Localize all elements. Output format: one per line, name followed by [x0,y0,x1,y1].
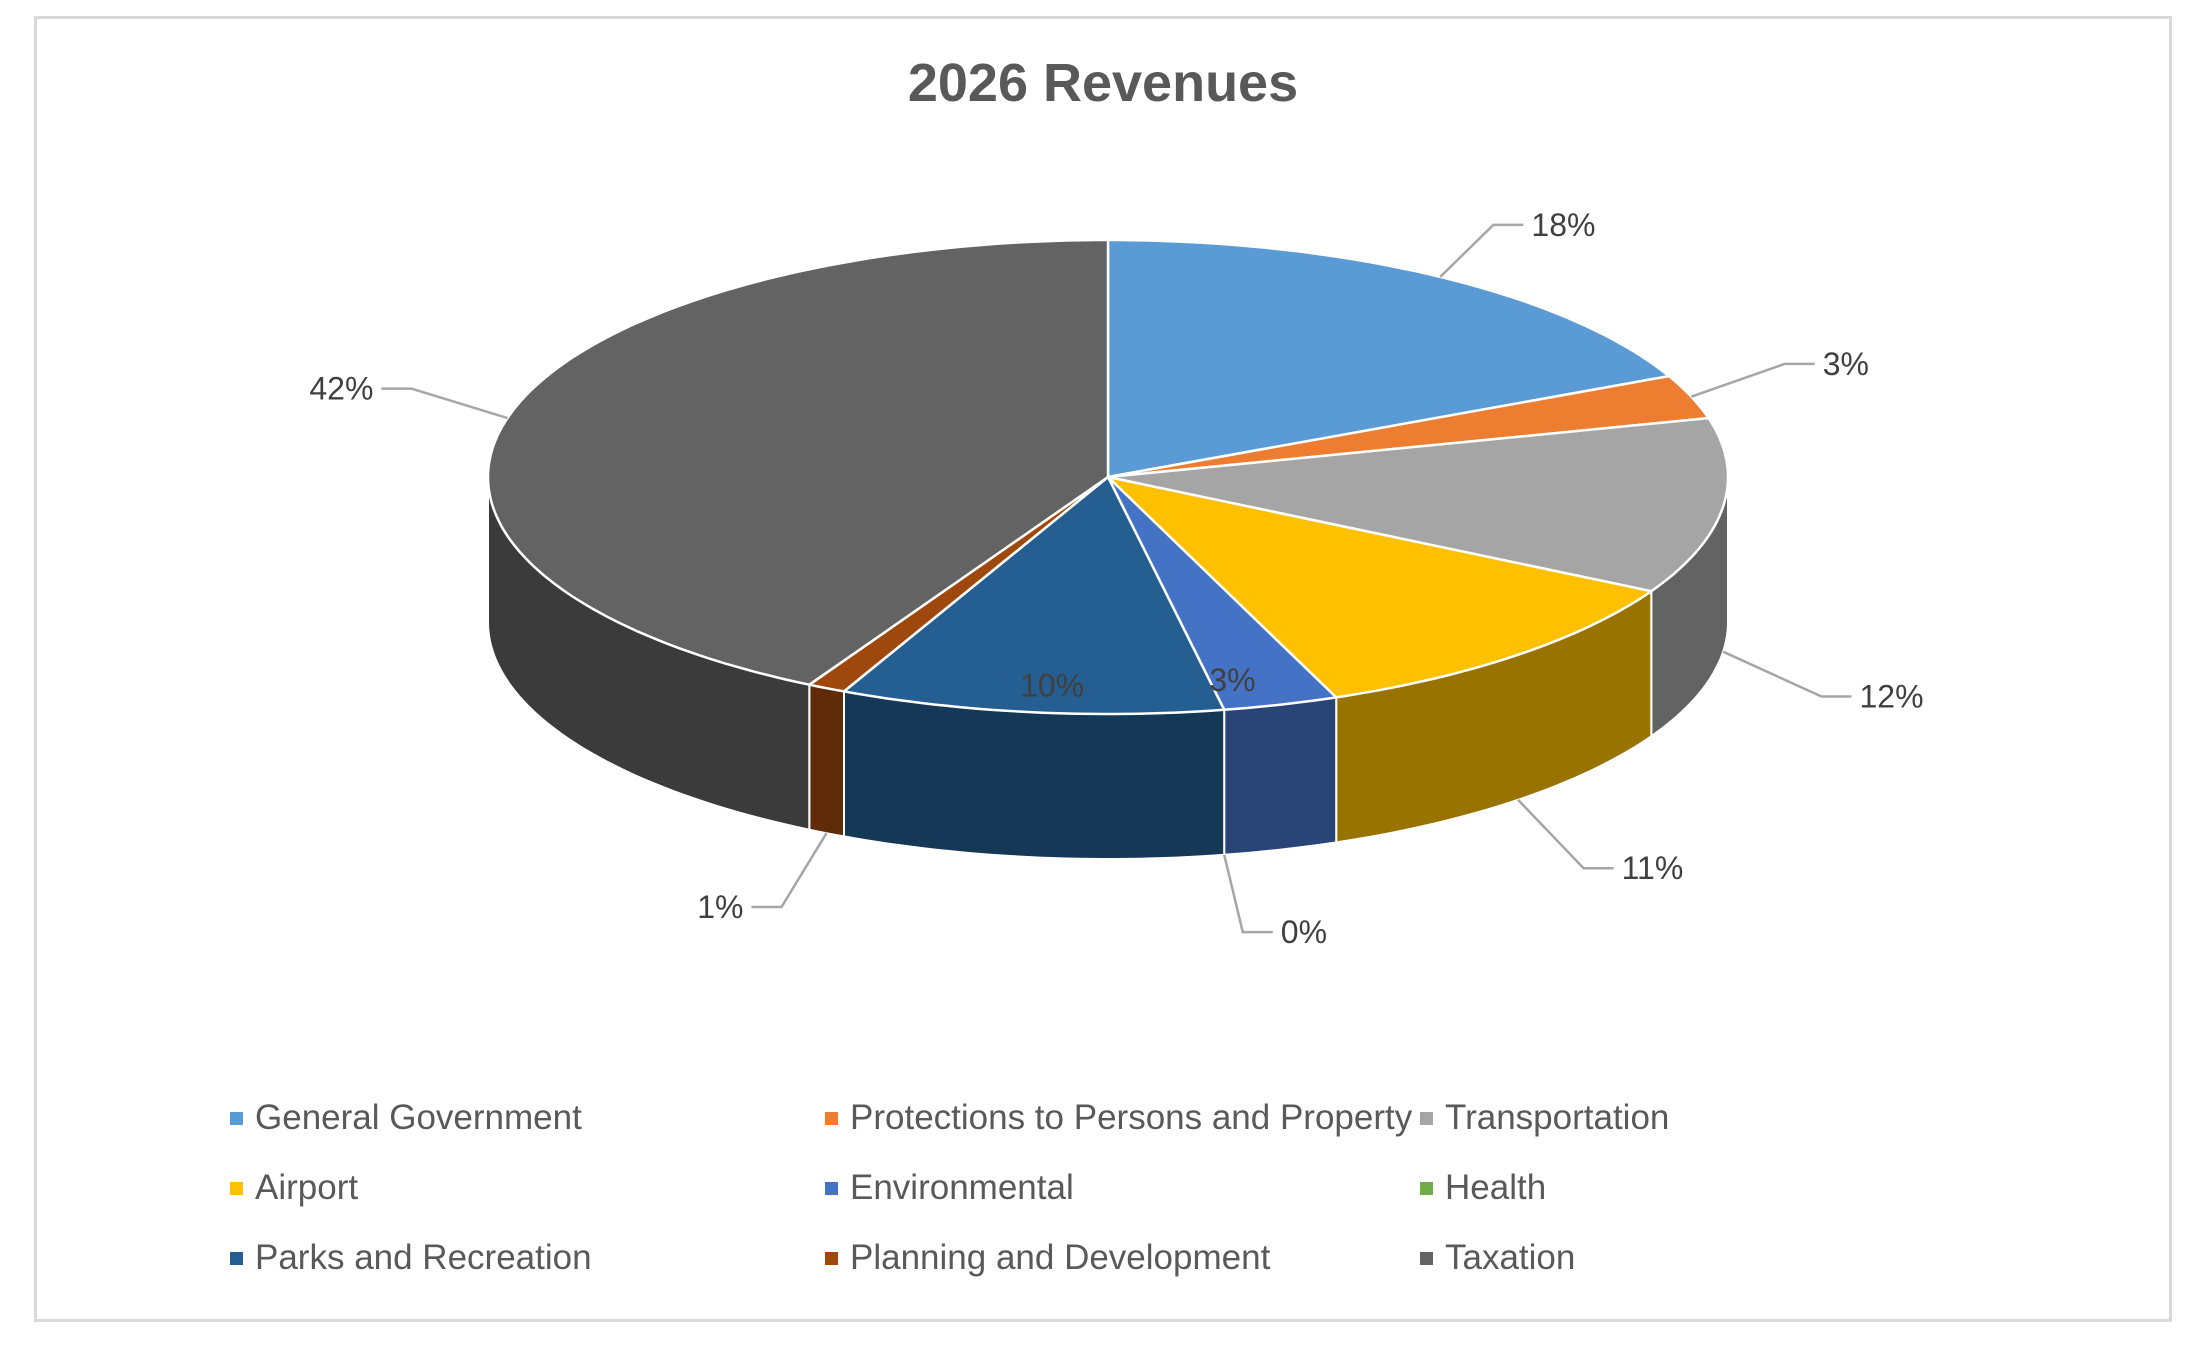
legend-item-planning-and-development: Planning and Development [825,1238,1270,1278]
legend-label: Parks and Recreation [255,1238,592,1277]
legend-label: Environmental [850,1168,1074,1207]
legend-swatch [825,1181,838,1195]
leader-line [1222,854,1273,934]
legend-swatch [1420,1251,1433,1265]
legend-label: Transportation [1445,1098,1670,1137]
data-label-text: 1% [697,889,743,925]
legend-swatch [1420,1111,1433,1125]
pie-side-parks-and-recreation [843,690,1226,860]
legend-swatch [825,1111,838,1125]
pie-top [486,238,1730,716]
data-label-text: 10% [1020,667,1084,703]
leader-line [1722,650,1852,698]
pie-side-environmental [1223,696,1338,856]
leader-line [751,832,828,909]
pie-slice-transportation [1106,416,1730,593]
data-label-text: 11% [1622,850,1684,886]
legend-item-transportation: Transportation [1420,1098,1669,1138]
leader-line [381,387,508,420]
legend-item-health: Health [1420,1168,1546,1208]
legend-item-environmental: Environmental [825,1168,1074,1208]
pie-sides [487,476,1729,860]
data-label-text: 12% [1860,679,1924,715]
leader-line [1517,798,1614,870]
legend-swatch [825,1251,838,1265]
legend-label: Health [1445,1168,1547,1207]
legend-label: General Government [255,1098,582,1137]
legend-swatch [230,1111,243,1125]
data-label-general-government: 18% [1439,207,1595,278]
data-label-text: 18% [1531,207,1595,243]
pie-slice-environmental [1106,475,1338,712]
legend-swatch [230,1251,243,1265]
chart-title: 2026 Revenues [907,53,1299,113]
data-label-airport: 11% [1517,798,1684,886]
legend-item-general-government: General Government [230,1098,582,1138]
legend-swatch [1420,1181,1433,1195]
data-label-protections-to-persons-and-property: 3% [1690,346,1869,398]
data-label-text: 0% [1281,914,1327,950]
legend-label: Planning and Development [850,1238,1271,1277]
data-labels: 18% 3% 12% 11% 3% 0% 10% 1% 42% [309,207,1923,950]
data-label-planning-and-development: 1% [697,832,828,925]
pie-slice-parks-and-recreation [842,475,1226,716]
legend-item-protections-to-persons-and-property: Protections to Persons and Property [825,1098,1412,1138]
data-label-transportation: 12% [1722,650,1924,715]
legend-swatch [230,1181,243,1195]
leader-line [1690,362,1815,398]
legend-item-parks-and-recreation: Parks and Recreation [230,1238,592,1278]
data-label-environmental: 3% [1209,662,1255,698]
data-label-text: 3% [1823,346,1869,382]
data-label-parks-and-recreation: 10% [1020,667,1084,703]
data-label-text: 3% [1209,662,1255,698]
legend-item-taxation: Taxation [1420,1238,1575,1278]
leader-line [1439,223,1524,278]
chart-legend: General Government Protections to Persons… [230,1098,2030,1328]
data-label-taxation: 42% [309,371,508,420]
pie-side-planning-and-development [808,683,845,838]
legend-item-airport: Airport [230,1168,358,1208]
pie-slice-airport [1106,475,1653,699]
legend-label: Protections to Persons and Property [850,1098,1413,1137]
legend-label: Taxation [1445,1238,1576,1277]
data-label-text: 42% [309,371,373,407]
data-label-health: 0% [1222,854,1327,950]
legend-label: Airport [255,1168,359,1207]
